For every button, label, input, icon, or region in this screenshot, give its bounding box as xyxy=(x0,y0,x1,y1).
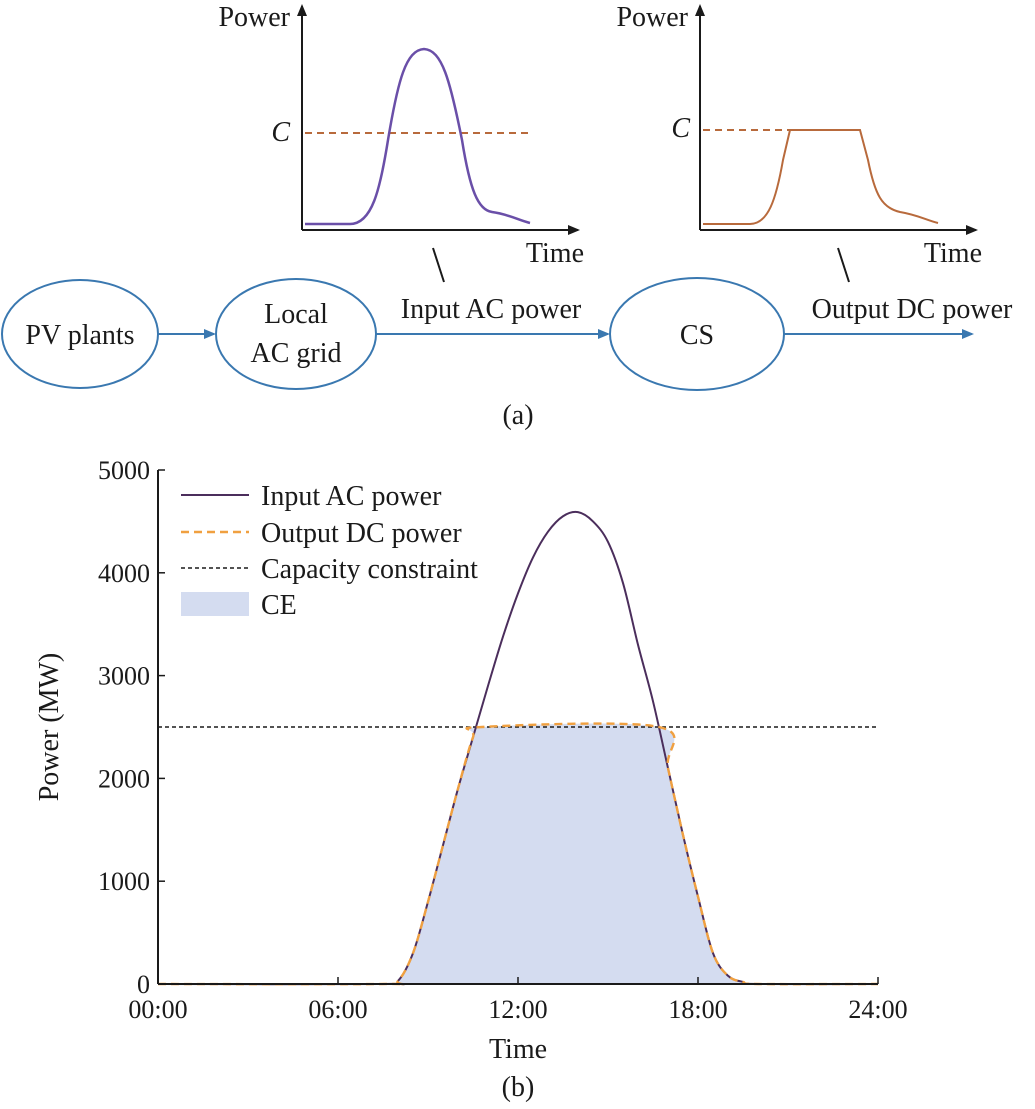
edge-label-input: Input AC power xyxy=(401,294,582,325)
node-pv-plants-label: PV plants xyxy=(25,320,134,351)
legend-swatch-ce xyxy=(181,592,249,616)
inset-right-x-label: Time xyxy=(924,238,982,269)
caption-b: (b) xyxy=(502,1072,535,1103)
x-tick-label: 12:00 xyxy=(488,995,547,1024)
x-axis-label: Time xyxy=(489,1034,547,1065)
panel-b: 0 1000 2000 3000 4000 5000 00:00 06:00 12:00 18:0… xyxy=(34,456,908,1103)
legend-label-capacity: Capacity constraint xyxy=(261,554,478,585)
node-cs: CS xyxy=(609,277,785,391)
pointer-input xyxy=(432,247,445,283)
legend: Input AC power Output DC power Capacity … xyxy=(181,481,478,621)
legend-label-input: Input AC power xyxy=(261,481,442,512)
inset-left-x-label: Time xyxy=(526,238,584,269)
y-tick-label: 2000 xyxy=(98,764,150,793)
inset-input-ac: Power Time C xyxy=(218,2,584,269)
inset-right-output-curve xyxy=(703,129,939,225)
y-tick-label: 3000 xyxy=(98,662,150,691)
series-output-dc-power xyxy=(157,722,879,986)
edge-label-output: Output DC power xyxy=(812,294,1013,325)
node-local-ac-grid: Local AC grid xyxy=(215,278,377,390)
y-tick-label: 1000 xyxy=(98,867,150,896)
y-tick-label: 0 xyxy=(137,970,150,999)
caption-a: (a) xyxy=(502,400,533,431)
pointer-output xyxy=(837,247,850,283)
y-axis-label: Power (MW) xyxy=(34,653,65,802)
inset-right-y-label: Power xyxy=(616,2,688,33)
x-tick-label: 18:00 xyxy=(668,995,727,1024)
node-ac-grid-label: AC grid xyxy=(251,338,342,369)
y-tick-label: 5000 xyxy=(98,456,150,485)
legend-label-output: Output DC power xyxy=(261,518,462,549)
node-cs-label: CS xyxy=(680,320,714,351)
axes: 0 1000 2000 3000 4000 5000 00:00 06:00 12:00 18:0… xyxy=(98,456,908,1024)
legend-label-ce: CE xyxy=(261,590,297,621)
x-tick-label: 06:00 xyxy=(308,995,367,1024)
inset-left-input-curve xyxy=(305,47,531,226)
inset-output-dc: Power Time C xyxy=(616,2,982,269)
x-tick-label: 00:00 xyxy=(128,995,187,1024)
x-tick-label: 24:00 xyxy=(848,995,907,1024)
inset-left-c-label: C xyxy=(271,117,290,148)
node-pv-plants: PV plants xyxy=(1,279,159,389)
ce-area xyxy=(158,723,878,985)
inset-right-c-label: C xyxy=(671,113,690,144)
node-local-label: Local xyxy=(264,299,328,330)
y-tick-label: 4000 xyxy=(98,559,150,588)
series-input-ac-power xyxy=(157,510,879,986)
inset-left-y-label: Power xyxy=(218,2,290,33)
panel-a: Power Time C Power Time C PV plants Loca… xyxy=(1,2,1013,431)
